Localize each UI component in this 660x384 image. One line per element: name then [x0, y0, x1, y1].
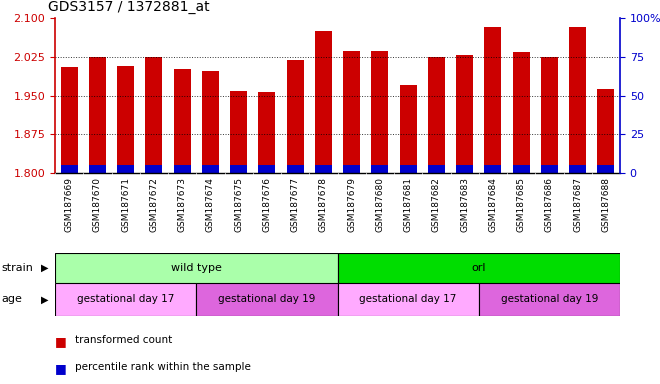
- Bar: [428, 165, 445, 173]
- Text: GDS3157 / 1372881_at: GDS3157 / 1372881_at: [48, 0, 210, 14]
- Bar: [569, 27, 586, 173]
- Bar: [89, 57, 106, 173]
- Text: GSM187676: GSM187676: [263, 177, 271, 232]
- Bar: [61, 67, 78, 173]
- Bar: [456, 165, 473, 173]
- Text: GSM187685: GSM187685: [517, 177, 525, 232]
- Bar: [597, 89, 614, 173]
- Text: ▶: ▶: [41, 263, 48, 273]
- Bar: [569, 165, 586, 173]
- Bar: [61, 165, 78, 173]
- Text: GSM187669: GSM187669: [65, 177, 74, 232]
- Text: GSM187684: GSM187684: [488, 177, 498, 232]
- Text: strain: strain: [1, 263, 33, 273]
- Bar: [55, 283, 196, 316]
- Bar: [55, 253, 337, 283]
- Bar: [456, 55, 473, 173]
- Text: gestational day 19: gestational day 19: [218, 295, 315, 305]
- Text: ▶: ▶: [41, 295, 48, 305]
- Bar: [174, 165, 191, 173]
- Bar: [400, 85, 416, 173]
- Text: ■: ■: [55, 362, 71, 375]
- Bar: [484, 27, 502, 173]
- Bar: [337, 253, 620, 283]
- Bar: [286, 165, 304, 173]
- Bar: [117, 165, 134, 173]
- Text: GSM187678: GSM187678: [319, 177, 328, 232]
- Text: GSM187686: GSM187686: [545, 177, 554, 232]
- Bar: [428, 57, 445, 173]
- Bar: [259, 165, 275, 173]
- Bar: [145, 57, 162, 173]
- Bar: [89, 165, 106, 173]
- Text: GSM187683: GSM187683: [460, 177, 469, 232]
- Text: GSM187677: GSM187677: [290, 177, 300, 232]
- Bar: [541, 57, 558, 173]
- Text: GSM187688: GSM187688: [601, 177, 610, 232]
- Text: gestational day 19: gestational day 19: [501, 295, 598, 305]
- Text: percentile rank within the sample: percentile rank within the sample: [75, 362, 251, 372]
- Text: wild type: wild type: [171, 263, 222, 273]
- Text: GSM187670: GSM187670: [93, 177, 102, 232]
- Text: GSM187674: GSM187674: [206, 177, 215, 232]
- Bar: [145, 165, 162, 173]
- Text: GSM187679: GSM187679: [347, 177, 356, 232]
- Text: GSM187682: GSM187682: [432, 177, 441, 232]
- Text: gestational day 17: gestational day 17: [360, 295, 457, 305]
- Text: transformed count: transformed count: [75, 335, 172, 345]
- Bar: [202, 165, 219, 173]
- Bar: [597, 165, 614, 173]
- Text: GSM187680: GSM187680: [376, 177, 384, 232]
- Bar: [400, 165, 416, 173]
- Bar: [174, 69, 191, 173]
- Bar: [484, 165, 502, 173]
- Text: ■: ■: [55, 335, 71, 348]
- Text: gestational day 17: gestational day 17: [77, 295, 174, 305]
- Bar: [202, 71, 219, 173]
- Bar: [315, 31, 332, 173]
- Bar: [259, 92, 275, 173]
- Bar: [337, 283, 478, 316]
- Bar: [372, 51, 388, 173]
- Text: age: age: [1, 295, 22, 305]
- Bar: [315, 165, 332, 173]
- Bar: [117, 66, 134, 173]
- Text: GSM187672: GSM187672: [149, 177, 158, 232]
- Bar: [343, 165, 360, 173]
- Text: GSM187675: GSM187675: [234, 177, 243, 232]
- Bar: [343, 51, 360, 173]
- Bar: [541, 165, 558, 173]
- Bar: [513, 51, 529, 173]
- Bar: [230, 165, 247, 173]
- Text: orl: orl: [471, 263, 486, 273]
- Text: GSM187681: GSM187681: [404, 177, 412, 232]
- Bar: [196, 283, 337, 316]
- Text: GSM187687: GSM187687: [573, 177, 582, 232]
- Text: GSM187673: GSM187673: [178, 177, 187, 232]
- Bar: [513, 165, 529, 173]
- Bar: [372, 165, 388, 173]
- Bar: [286, 60, 304, 173]
- Bar: [478, 283, 620, 316]
- Text: GSM187671: GSM187671: [121, 177, 130, 232]
- Bar: [230, 91, 247, 173]
